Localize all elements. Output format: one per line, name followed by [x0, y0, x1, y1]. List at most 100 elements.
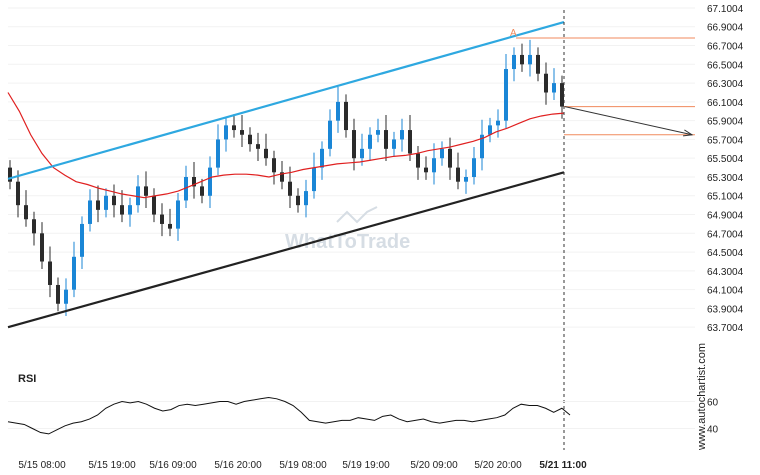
candle-body	[440, 148, 444, 159]
candle-body	[528, 54, 532, 65]
candle-body	[408, 130, 412, 154]
candle-body	[272, 158, 276, 173]
point-label: A	[510, 28, 517, 39]
time-tick-label: 5/19 19:00	[342, 460, 390, 471]
moving-average-line	[7, 92, 565, 199]
candle-body	[8, 167, 12, 182]
candle-body	[360, 148, 364, 159]
time-tick-label: 5/15 19:00	[88, 460, 136, 471]
candle-body	[144, 186, 148, 196]
candle-body	[256, 144, 260, 149]
watermark: WhatToTrade	[285, 231, 410, 253]
lower-channel-line	[7, 171, 565, 329]
price-tick-label: 65.9004	[707, 117, 744, 128]
candle-body	[416, 153, 420, 168]
candle-body	[280, 172, 284, 182]
rsi-tick-label: 40	[707, 425, 719, 436]
candle-body	[472, 158, 476, 177]
forecast-arrow-line	[564, 106, 693, 136]
candle-body	[64, 289, 68, 304]
time-tick-label: 5/20 09:00	[410, 460, 458, 471]
price-tick-label: 65.7004	[707, 135, 744, 146]
candle-body	[24, 205, 28, 220]
candle-body	[96, 200, 100, 210]
time-tick-label: 5/16 09:00	[149, 460, 197, 471]
price-tick-label: 66.5004	[707, 60, 744, 71]
candle-body	[288, 181, 292, 196]
rsi-label: RSI	[18, 373, 36, 385]
candle-body	[224, 125, 228, 140]
candle-body	[152, 195, 156, 215]
candle-body	[120, 205, 124, 215]
candle-body	[136, 186, 140, 206]
price-tick-label: 65.3004	[707, 173, 744, 184]
candle-body	[88, 200, 92, 224]
price-tick-label: 65.1004	[707, 192, 744, 203]
candle-body	[128, 205, 132, 215]
price-tick-label: 66.7004	[707, 42, 744, 53]
rsi-tick-label: 60	[707, 398, 719, 409]
candle-body	[160, 214, 164, 224]
rsi-line	[7, 396, 571, 435]
price-tick-label: 64.5004	[707, 248, 744, 259]
time-tick-label: 5/20 20:00	[474, 460, 522, 471]
candle-body	[248, 134, 252, 145]
candle-body	[456, 167, 460, 182]
candle-body	[400, 130, 404, 140]
price-tick-label: 64.7004	[707, 229, 744, 240]
overlays: A	[7, 10, 695, 450]
candle-body	[48, 261, 52, 285]
candle-body	[200, 186, 204, 196]
candle-body	[16, 181, 20, 206]
candle-body	[184, 177, 188, 201]
candle-body	[56, 284, 60, 304]
site-label: www.autochartist.com	[696, 343, 708, 451]
candle-body	[80, 223, 84, 257]
candle-body	[232, 125, 236, 131]
candle-body	[112, 195, 116, 206]
candle-body	[448, 148, 452, 168]
candle-body	[304, 191, 308, 206]
candle-body	[544, 73, 548, 93]
candle-body	[536, 54, 540, 74]
candle-body	[560, 83, 564, 107]
price-tick-label: 64.1004	[707, 286, 744, 297]
price-axis: 67.1004 66.9004 66.7004 66.5004 66.3004 66.10…	[707, 4, 744, 334]
candle-body	[312, 167, 316, 192]
candle-body	[432, 158, 436, 173]
candles	[8, 39, 564, 316]
candle-body	[72, 256, 76, 290]
forecast-arrow-head	[683, 129, 694, 137]
price-tick-label: 63.9004	[707, 304, 744, 315]
candle-body	[512, 54, 516, 70]
price-tick-label: 63.7004	[707, 323, 744, 334]
candle-body	[488, 125, 492, 135]
price-tick-label: 66.3004	[707, 79, 744, 90]
rsi-panel: RSI 60 40	[7, 373, 719, 436]
time-axis: 5/15 08:00 5/15 19:00 5/16 09:00 5/16 20:00…	[18, 460, 587, 471]
price-tick-label: 64.3004	[707, 267, 744, 278]
candle-body	[496, 120, 500, 126]
price-tick-label: 64.9004	[707, 211, 744, 222]
candle-body	[32, 219, 36, 234]
candle-body	[552, 83, 556, 93]
candle-body	[352, 130, 356, 159]
candle-body	[480, 134, 484, 159]
candle-body	[504, 69, 508, 121]
candle-body	[192, 177, 196, 187]
price-tick-label: 67.1004	[707, 4, 744, 15]
candle-body	[104, 195, 108, 210]
candle-body	[464, 177, 468, 182]
upper-channel-line	[7, 21, 565, 180]
candle-body	[264, 148, 268, 159]
time-tick-label: 5/21 11:00	[539, 460, 587, 471]
price-tick-label: 66.1004	[707, 98, 744, 109]
candle-body	[176, 200, 180, 229]
candle-body	[376, 130, 380, 135]
candle-body	[392, 139, 396, 149]
candle-body	[424, 167, 428, 173]
time-tick-label: 5/15 08:00	[18, 460, 66, 471]
watermark-icon	[336, 206, 378, 224]
grid	[8, 7, 695, 328]
